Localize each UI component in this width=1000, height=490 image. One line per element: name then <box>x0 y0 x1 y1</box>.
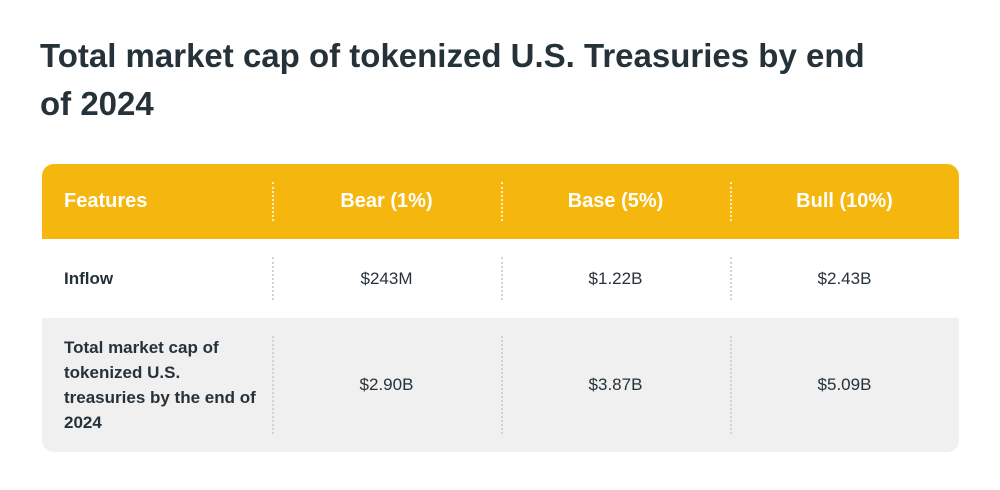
cell-base: $3.87B <box>501 318 730 452</box>
header-features: Features <box>64 190 148 212</box>
row-label: Inflow <box>64 268 114 288</box>
value: $5.09B <box>817 375 872 394</box>
value: $243M <box>360 268 413 288</box>
header-base: Base (5%) <box>501 164 730 239</box>
cell-bull: $2.43B <box>730 239 959 318</box>
value: $2.90B <box>359 375 414 394</box>
value: $1.22B <box>588 268 643 288</box>
header-bull: Bull (10%) <box>730 164 959 239</box>
cell-bull: $5.09B <box>730 318 959 452</box>
table-header-row: Features Bear (1%) Base (5%) Bull (10%) <box>42 164 959 239</box>
value: $2.43B <box>817 268 872 288</box>
scenario-table: Features Bear (1%) Base (5%) Bull (10%) … <box>42 164 959 452</box>
row-label: Total market cap of tokenized U.S. treas… <box>64 338 256 432</box>
cell-base: $1.22B <box>501 239 730 318</box>
cell-bear: $2.90B <box>272 318 501 452</box>
table-row-inflow: Inflow $243M $1.22B $2.43B <box>42 239 959 318</box>
page-title: Total market cap of tokenized U.S. Treas… <box>40 37 865 122</box>
value: $3.87B <box>588 375 643 394</box>
table-row-total-market-cap: Total market cap of tokenized U.S. treas… <box>42 318 959 452</box>
header-bear: Bear (1%) <box>272 164 501 239</box>
cell-bear: $243M <box>272 239 501 318</box>
